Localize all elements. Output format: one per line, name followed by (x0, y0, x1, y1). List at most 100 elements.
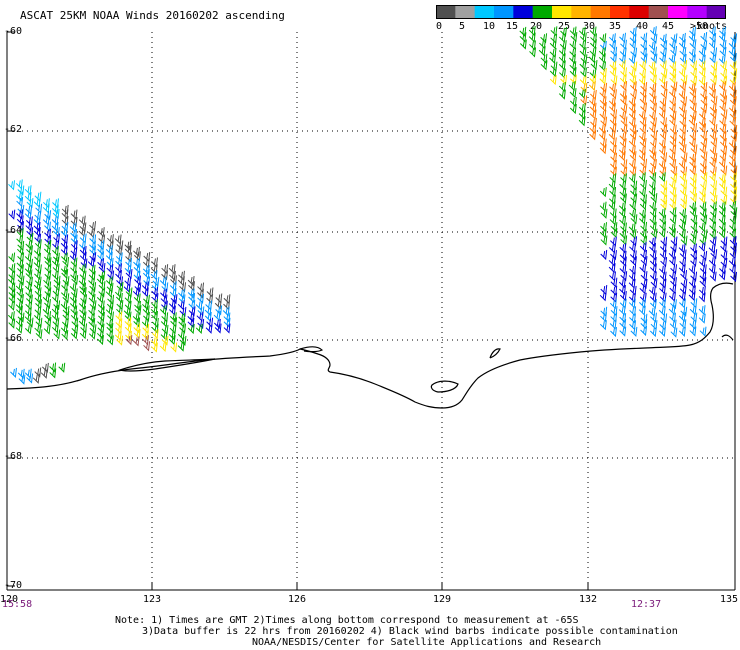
wind-barb (669, 159, 677, 170)
wind-barb (709, 103, 717, 114)
wind-barb (679, 186, 687, 197)
wind-barb (698, 313, 706, 324)
wind-barb (188, 281, 195, 292)
wind-barb (98, 262, 106, 274)
wind-barb (142, 258, 150, 269)
wind-barb (619, 250, 627, 261)
wind-barb (8, 300, 16, 311)
legend-swatch (474, 5, 495, 19)
wind-barb (698, 46, 706, 58)
axis-ticks (7, 31, 589, 590)
wind-barb (639, 131, 646, 142)
wind-barb (178, 317, 186, 328)
wind-barb (115, 257, 123, 268)
wind-barb (105, 245, 113, 256)
legend-tick-label: 40 (636, 21, 649, 32)
wind-barb (10, 367, 17, 379)
wind-barb (519, 26, 527, 37)
ice-shelf-outline-central (299, 346, 324, 353)
wind-barb (720, 109, 728, 120)
wind-barb (640, 32, 648, 43)
wind-barb (698, 241, 706, 253)
legend-swatch (513, 5, 534, 19)
wind-barb (638, 305, 646, 316)
wind-barb (579, 39, 587, 50)
wind-barb (680, 96, 688, 107)
wind-barb (609, 115, 617, 127)
wind-barb (151, 323, 159, 334)
wind-barb (639, 228, 647, 239)
wind-barb (679, 53, 687, 65)
wind-barb (569, 67, 577, 78)
wind-barb (188, 299, 196, 310)
wind-barb (609, 208, 617, 219)
wind-barb (628, 109, 636, 120)
wind-barb (610, 222, 618, 233)
wind-barb (650, 46, 658, 57)
wind-barb (16, 191, 23, 202)
wind-barb (78, 215, 86, 226)
wind-barb (629, 200, 637, 211)
wind-barb (630, 61, 638, 72)
wind-barb (718, 207, 726, 218)
wind-barb (620, 95, 627, 106)
wind-barb (569, 61, 577, 72)
wind-barb (529, 40, 536, 51)
wind-barb (133, 293, 141, 304)
wind-barb (630, 47, 638, 58)
wind-barb (700, 32, 708, 43)
wind-barb (24, 324, 32, 335)
wind-barb (124, 293, 132, 304)
wind-barb (728, 103, 736, 114)
wind-barb (680, 60, 688, 71)
wind-barb (658, 109, 666, 120)
wind-barb (598, 53, 606, 64)
wind-barb (629, 229, 637, 240)
wind-barb (33, 281, 41, 292)
wind-barb (609, 60, 617, 71)
wind-barb (669, 312, 676, 323)
wind-barb (125, 252, 133, 263)
wind-barb (133, 246, 140, 257)
wind-barb (639, 298, 646, 309)
wind-barb (70, 209, 78, 220)
wind-barb (599, 201, 607, 212)
wind-barb (160, 294, 168, 305)
wind-barb (650, 33, 658, 44)
wind-barb (133, 263, 141, 274)
wind-barb (619, 32, 626, 43)
wind-barb (660, 187, 668, 198)
wind-barb (619, 54, 626, 65)
wind-barb (668, 305, 676, 316)
wind-barb (690, 222, 698, 233)
wind-barb (62, 256, 70, 268)
wind-barb (51, 204, 59, 215)
wind-barb (60, 323, 68, 334)
wind-barb (204, 305, 212, 317)
wind-barb (730, 271, 738, 283)
wind-barb (143, 341, 151, 352)
wind-barb (159, 341, 167, 353)
wind-barb (660, 200, 668, 211)
wind-barb (709, 229, 717, 240)
lon-label-126: 126 (288, 594, 307, 605)
wind-barb (8, 252, 16, 263)
wind-barb (62, 276, 70, 287)
wind-barb (689, 95, 697, 106)
wind-barb (660, 152, 668, 163)
wind-barb (640, 278, 648, 289)
wind-barb (669, 228, 676, 239)
wind-barb (660, 180, 668, 191)
wind-barb (34, 293, 42, 305)
wind-barb (588, 52, 596, 64)
legend-tick-label: 25 (558, 21, 571, 32)
wind-barb (589, 26, 597, 37)
wind-barb (708, 82, 716, 93)
wind-barb (178, 288, 185, 299)
wind-barb (549, 66, 557, 78)
wind-barb (618, 305, 626, 316)
wind-barb (78, 276, 86, 287)
wind-barb (619, 243, 627, 254)
wind-barb (670, 81, 678, 92)
wind-barb (629, 39, 637, 50)
